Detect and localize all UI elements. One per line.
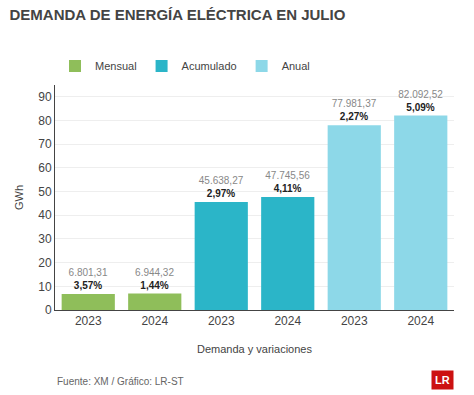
svg-text:Anual: Anual [282,60,310,72]
svg-text:90: 90 [38,90,52,104]
svg-text:Mensual: Mensual [95,60,137,72]
svg-text:2023: 2023 [208,314,235,328]
svg-text:Acumulado: Acumulado [182,60,237,72]
svg-text:30: 30 [38,232,52,246]
svg-text:Demanda y variaciones: Demanda y variaciones [197,343,312,355]
svg-text:47.745,564,11%: 47.745,564,11% [265,170,310,194]
svg-text:70: 70 [38,137,52,151]
svg-text:2024: 2024 [407,314,434,328]
svg-text:6.944,321,44%: 6.944,321,44% [135,267,174,291]
svg-text:80: 80 [38,114,52,128]
svg-text:2023: 2023 [75,314,102,328]
svg-text:2024: 2024 [141,314,168,328]
svg-text:2024: 2024 [274,314,301,328]
svg-text:2023: 2023 [341,314,368,328]
svg-text:GWh: GWh [13,185,25,210]
svg-text:10: 10 [38,280,52,294]
svg-text:DEMANDA DE ENERGÍA ELÉCTRICA E: DEMANDA DE ENERGÍA ELÉCTRICA EN JULIO [9,6,345,23]
svg-text:82.092,525,09%: 82.092,525,09% [398,89,443,113]
svg-text:20: 20 [38,256,52,270]
svg-text:60: 60 [38,161,52,175]
svg-text:45.638,272,97%: 45.638,272,97% [199,175,244,199]
svg-text:Fuente: XM / Gráfico: LR-ST: Fuente: XM / Gráfico: LR-ST [57,376,184,387]
svg-text:77.981,372,27%: 77.981,372,27% [332,98,377,122]
svg-text:0: 0 [45,303,52,317]
svg-text:6.801,313,57%: 6.801,313,57% [69,267,108,291]
svg-text:LR: LR [435,374,450,386]
svg-text:50: 50 [38,185,52,199]
svg-text:40: 40 [38,208,52,222]
